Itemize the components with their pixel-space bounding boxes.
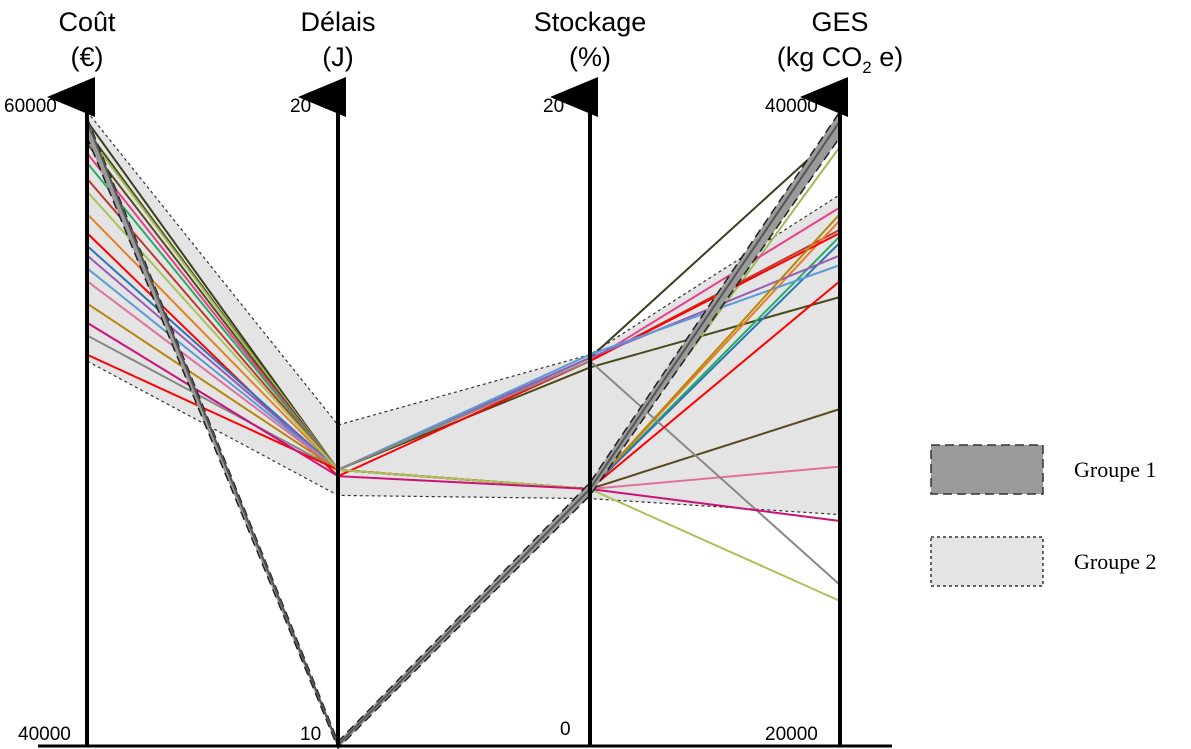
axis-delay-min-label: 10 bbox=[300, 724, 321, 745]
axis-storage-title-line2: (%) bbox=[569, 42, 611, 72]
series-line-groupe-2-18 bbox=[86, 321, 841, 522]
axis-ges-max-label: 40000 bbox=[765, 96, 818, 117]
series-line-groupe-1-1 bbox=[86, 120, 841, 747]
axis-delay-title-line1: Délais bbox=[300, 7, 375, 37]
axis-cost-title-line2: (€) bbox=[71, 42, 104, 72]
band-groupe-2 bbox=[86, 109, 841, 516]
group-bands bbox=[86, 109, 841, 516]
axis-cost-min-label: 40000 bbox=[18, 724, 71, 745]
axes bbox=[47, 77, 848, 746]
axis-delay-max-label: 20 bbox=[290, 96, 311, 117]
axis-ges-title-line2: (kg CO2 e) bbox=[777, 42, 904, 77]
legend-swatch-groupe-2 bbox=[930, 536, 1044, 587]
legend-swatch-groupe-1 bbox=[930, 444, 1044, 495]
legend-label-groupe-2: Groupe 2 bbox=[1074, 549, 1156, 574]
axis-ges-title-line1: GES bbox=[811, 7, 868, 37]
series-line-groupe-2-17 bbox=[86, 190, 841, 602]
axis-cost-title-line1: Coût bbox=[58, 7, 116, 37]
axis-ges-title-post: e) bbox=[872, 42, 904, 72]
axis-ges-title-pre: (kg CO bbox=[777, 42, 863, 72]
axis-ges-min-label: 20000 bbox=[765, 724, 818, 745]
legend-label-groupe-1: Groupe 1 bbox=[1074, 457, 1156, 482]
axis-delay-title-line2: (J) bbox=[322, 42, 353, 72]
axis-cost-max-label: 60000 bbox=[4, 96, 57, 117]
axis-storage-min-label: 0 bbox=[560, 719, 571, 740]
axis-ges-title-sub: 2 bbox=[862, 58, 871, 77]
axis-storage-max-label: 20 bbox=[543, 96, 564, 117]
series-line-groupe-2-15 bbox=[86, 334, 841, 586]
data-lines bbox=[86, 108, 841, 749]
axis-storage-title-line1: Stockage bbox=[534, 7, 647, 37]
